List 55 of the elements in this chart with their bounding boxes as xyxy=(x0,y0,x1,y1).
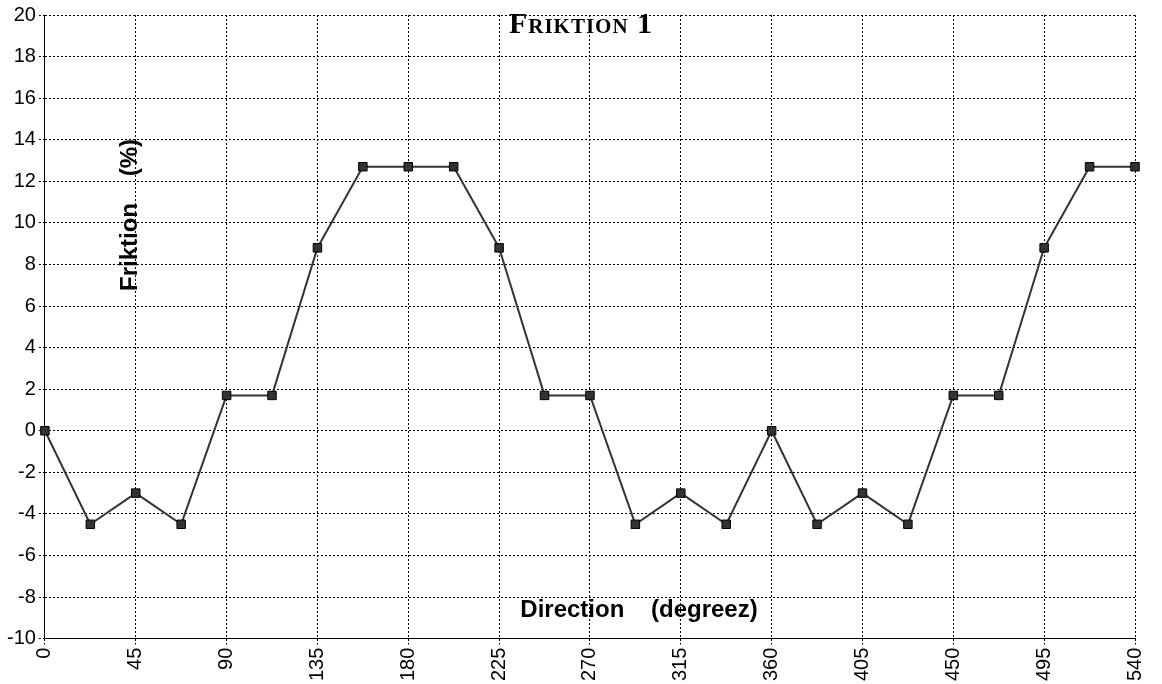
x-axis-title: Direction (degreez) xyxy=(520,595,758,623)
point xyxy=(630,519,641,530)
x-tick-label: 45 xyxy=(123,647,146,670)
point xyxy=(312,243,323,253)
y-tick-label: -8 xyxy=(18,584,36,607)
y-tick-label: 2 xyxy=(24,376,36,399)
point xyxy=(448,162,459,172)
point xyxy=(176,519,186,530)
point xyxy=(766,426,777,436)
x-tick-label: 90 xyxy=(214,647,237,670)
point xyxy=(994,390,1004,401)
y-tick-label: 10 xyxy=(13,210,36,233)
y-tick-label: 20 xyxy=(13,2,36,25)
x-tick-label: 450 xyxy=(940,647,963,682)
point xyxy=(403,162,414,172)
x-tick-label: 270 xyxy=(577,647,600,682)
point xyxy=(494,243,504,253)
point xyxy=(131,488,141,498)
point xyxy=(721,519,731,530)
x-tick-label: 540 xyxy=(1122,647,1145,682)
y-tick-label: -6 xyxy=(18,543,36,565)
y-tick-label: 8 xyxy=(24,251,36,274)
x-tick-label: 225 xyxy=(486,647,509,682)
point xyxy=(676,488,686,498)
point xyxy=(539,390,550,401)
point xyxy=(1084,162,1095,172)
y-tick-label: -2 xyxy=(18,459,36,482)
x-tick-label: 180 xyxy=(395,647,418,682)
x-tick-label: 360 xyxy=(759,647,782,682)
y-tick-label: 14 xyxy=(13,127,36,150)
x-tick-label: 495 xyxy=(1031,647,1054,682)
x-tick-label: 0 xyxy=(32,647,55,659)
point xyxy=(85,519,96,530)
y-tick-label: -10 xyxy=(7,626,36,649)
y-tick-label: -4 xyxy=(18,501,36,524)
point xyxy=(857,488,868,498)
point xyxy=(1039,243,1049,253)
point xyxy=(221,390,232,401)
y-tick-label: 4 xyxy=(24,335,36,358)
y-tick-label: 16 xyxy=(13,85,36,108)
point xyxy=(358,162,368,172)
y-tick-label: 6 xyxy=(24,293,36,316)
point xyxy=(903,519,913,530)
y-tick-label: 18 xyxy=(13,44,36,67)
x-tick-label: 405 xyxy=(849,647,872,682)
point xyxy=(585,390,595,401)
point xyxy=(267,390,277,401)
x-tick-label: 315 xyxy=(668,647,691,682)
chart-title: Friktion 1 xyxy=(508,6,654,39)
y-tick-label: 12 xyxy=(13,168,36,191)
y-tick-label: 0 xyxy=(24,418,36,441)
point xyxy=(1130,162,1140,172)
point xyxy=(812,519,822,530)
x-tick-label: 135 xyxy=(304,647,327,682)
point xyxy=(948,390,959,401)
